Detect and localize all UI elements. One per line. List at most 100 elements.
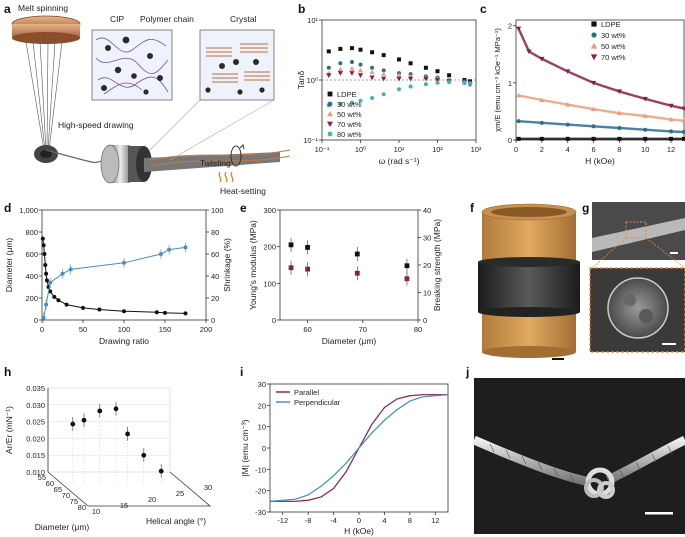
x-tick-label-c: 0 (514, 145, 518, 154)
data-point-h (141, 452, 147, 458)
cork-cylinder-photo (478, 203, 580, 360)
x-axis-label-d: Drawing ratio (99, 336, 149, 346)
legend-label-c: 50 wt% (601, 42, 626, 51)
data-point-b (397, 87, 401, 92)
panel-label-i: i (240, 365, 243, 379)
diameter-tick-label-h: 55 (38, 473, 46, 482)
data-point-h (97, 408, 103, 414)
helical-tick-label-h: 15 (120, 501, 128, 510)
data-point-c (516, 119, 521, 124)
data-point-b (462, 80, 467, 85)
y-tick-label-b: 10¹ (307, 16, 318, 25)
y-right-tick-label-d: 20 (211, 294, 219, 303)
x-tick-label-c: 6 (591, 145, 595, 154)
data-point-c (681, 117, 685, 123)
data-point-b (338, 101, 343, 106)
data-point-c (591, 124, 596, 129)
x-axis-label-b: ω (rad s⁻¹) (379, 156, 420, 166)
data-point-b (423, 65, 428, 70)
x-tick-label-d: 50 (79, 325, 87, 334)
y-tick-label-d: 1,000 (19, 206, 38, 215)
data-point-c (682, 136, 685, 141)
x-axis-label-e: Diameter (μm) (322, 336, 377, 346)
series-line-c (518, 119, 685, 134)
z-tick-label-h: 0.015 (26, 451, 45, 460)
data-point-h (113, 406, 119, 412)
x-tick-label-i: -8 (305, 516, 312, 525)
panel-label-a: a (4, 2, 11, 16)
data-point-b (423, 76, 429, 82)
label-high-speed-drawing: High-speed drawing (58, 120, 134, 130)
panel-g: g (582, 201, 685, 353)
data-point-c (616, 89, 622, 95)
data-point-h (158, 468, 164, 474)
panel-label-b: b (298, 2, 305, 16)
data-point-b (369, 69, 375, 75)
data-point-c (515, 92, 522, 98)
data-point-e (305, 266, 310, 272)
legend-marker-b (327, 111, 333, 117)
sem-fiber-image (592, 202, 685, 260)
y-tick-label-e: 200 (263, 243, 276, 252)
data-point-b (370, 50, 375, 55)
y-tick-label-c: 2 (508, 22, 512, 31)
label-twisting: Twisting (200, 158, 231, 168)
legend-marker-c (590, 54, 598, 61)
x-tick-label-d: 0 (40, 325, 44, 334)
data-point-d (43, 263, 48, 267)
y-tick-label-i: 10 (258, 423, 266, 432)
x-tick-label-d: 150 (159, 325, 172, 334)
data-point-c (590, 80, 597, 86)
data-point-b (396, 76, 402, 82)
data-point-d (122, 260, 126, 265)
legend-marker-b (327, 91, 333, 97)
data-point-c (669, 136, 674, 141)
x-tick-label-d: 200 (200, 325, 213, 334)
y-axis-label-d: Diameter (μm) (4, 238, 14, 293)
data-point-c (590, 106, 597, 112)
data-point-e (354, 270, 360, 276)
data-point-c (643, 136, 648, 141)
x-tick-label-b: 10¹ (394, 145, 405, 154)
data-point-b (338, 46, 343, 51)
data-point-c (642, 113, 648, 118)
data-point-d (64, 302, 69, 307)
y-tick-label-e: 300 (263, 206, 276, 215)
legend-marker-b (327, 121, 333, 127)
helical-axis-label-h: Helical angle (°) (146, 516, 206, 526)
data-point-c (643, 127, 648, 132)
data-point-d (44, 302, 49, 307)
legend-label-c: 70 wt% (601, 53, 626, 62)
data-point-c (565, 101, 571, 107)
panel-label-e: e (240, 201, 247, 215)
x-tick-label-b: 10⁻¹ (315, 145, 330, 154)
z-tick-label-h: 0.035 (26, 384, 45, 393)
y-axis-label-c: χm/E (emu cm⁻³ kOe⁻¹ MPa⁻¹) (493, 28, 502, 132)
data-point-b (407, 76, 414, 82)
y-right-tick-label-e: 40 (423, 206, 431, 215)
label-polymer-chain: Polymer chain (140, 14, 194, 24)
data-point-h (125, 431, 130, 437)
data-point-b (326, 49, 331, 54)
panel-label-h: h (4, 365, 11, 379)
y-right-tick-label-d: 40 (211, 272, 219, 281)
legend-label-b: 50 wt% (337, 110, 362, 119)
data-point-c (526, 49, 532, 55)
data-point-b (434, 78, 441, 83)
legend-label-b: 80 wt% (337, 130, 362, 139)
data-point-d (97, 307, 102, 312)
y-right-tick-label-d: 100 (211, 206, 224, 215)
x-tick-label-i: 4 (382, 516, 386, 525)
x-axis-label-c: H (kOe) (585, 156, 615, 166)
data-point-b (358, 47, 363, 52)
x-tick-label-c: 8 (617, 145, 621, 154)
helical-tick-label-h: 10 (92, 507, 100, 516)
data-point-b (370, 65, 375, 70)
y-tick-label-d: 400 (25, 272, 38, 281)
legend-label-b: 30 wt% (337, 100, 362, 109)
y-axis-label-e: Young's modulus (MPa) (248, 220, 258, 310)
twisted-rope (472, 435, 685, 515)
data-point-d (81, 305, 85, 310)
